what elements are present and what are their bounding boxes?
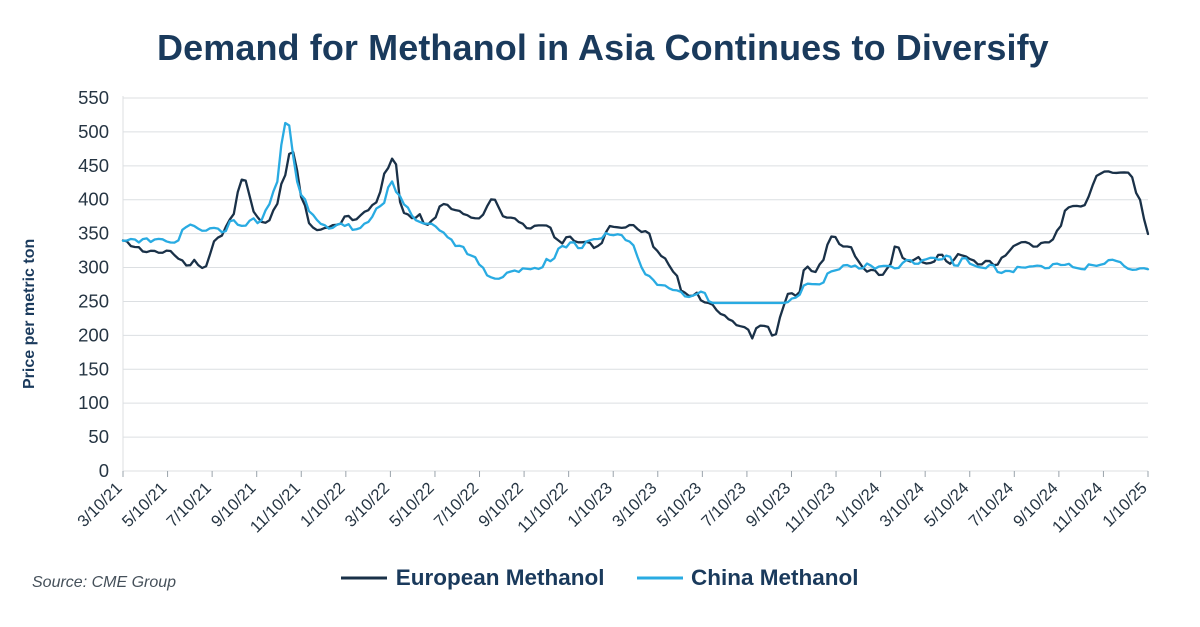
svg-text:400: 400 bbox=[78, 189, 109, 210]
svg-text:450: 450 bbox=[78, 155, 109, 176]
svg-text:200: 200 bbox=[78, 324, 109, 345]
svg-text:150: 150 bbox=[78, 358, 109, 379]
svg-text:550: 550 bbox=[78, 87, 109, 108]
svg-text:350: 350 bbox=[78, 223, 109, 244]
svg-text:100: 100 bbox=[78, 392, 109, 413]
svg-text:250: 250 bbox=[78, 290, 109, 311]
svg-text:500: 500 bbox=[78, 121, 109, 142]
svg-text:50: 50 bbox=[88, 426, 109, 447]
svg-text:0: 0 bbox=[99, 460, 109, 481]
svg-text:300: 300 bbox=[78, 257, 109, 278]
